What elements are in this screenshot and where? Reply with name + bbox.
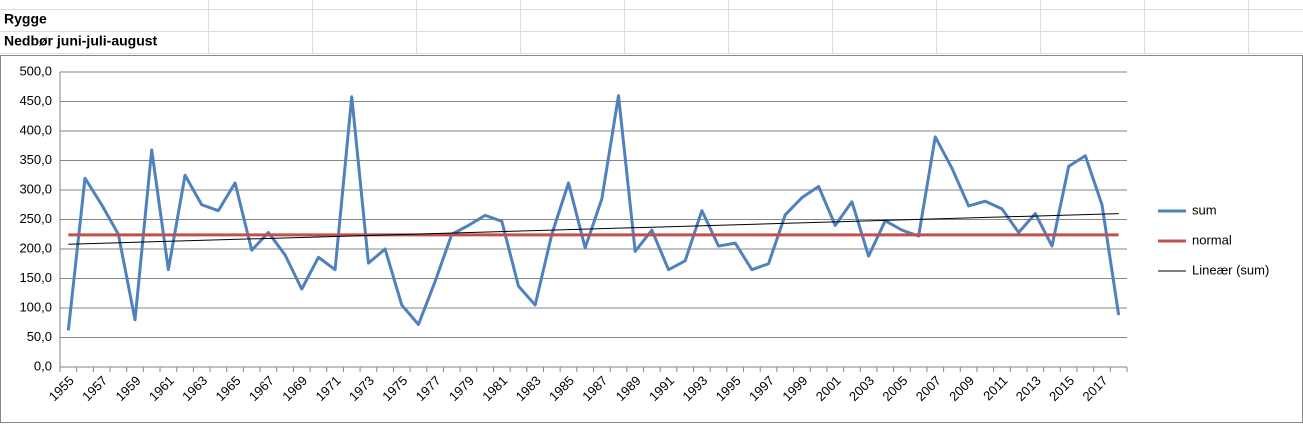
y-tick-label: 300,0	[19, 181, 52, 196]
y-tick-label: 50,0	[27, 329, 52, 344]
y-tick-label: 200,0	[19, 240, 52, 255]
y-tick-label: 150,0	[19, 270, 52, 285]
trend-line	[68, 213, 1119, 245]
y-tick-label: 250,0	[19, 211, 52, 226]
legend-label: sum	[1192, 202, 1217, 217]
legend-label: normal	[1192, 232, 1232, 247]
y-tick-label: 500,0	[19, 63, 52, 78]
y-tick-label: 350,0	[19, 152, 52, 167]
y-tick-label: 0,0	[34, 358, 52, 373]
cell-text: Rygge	[4, 11, 47, 27]
y-tick-label: 450,0	[19, 93, 52, 108]
legend-label: Lineær (sum)	[1192, 262, 1269, 277]
y-tick-label: 100,0	[19, 299, 52, 314]
y-tick-label: 400,0	[19, 122, 52, 137]
chart-area	[0, 55, 1303, 423]
sheet-grid	[0, 0, 1303, 54]
cell-text: Nedbør juni-juli-august	[4, 33, 158, 49]
series-line	[66, 94, 1121, 331]
